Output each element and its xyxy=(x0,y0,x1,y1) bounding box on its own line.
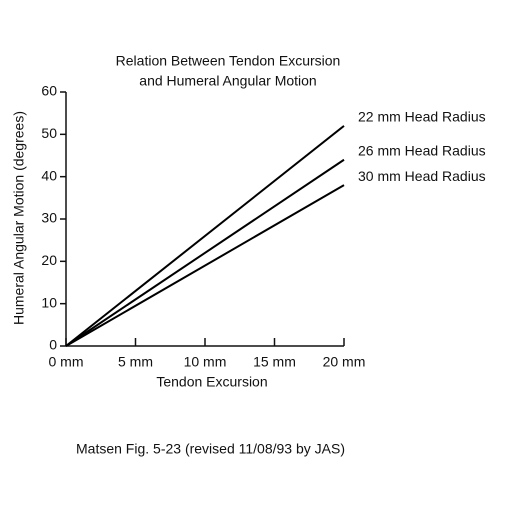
legend-label: 22 mm Head Radius xyxy=(358,109,486,125)
x-axis-label: Tendon Excursion xyxy=(156,374,267,390)
legend-label: 26 mm Head Radius xyxy=(358,142,486,158)
series-line xyxy=(65,125,345,347)
chart-title: and Humeral Angular Motion xyxy=(139,73,316,89)
chart-title: Relation Between Tendon Excursion xyxy=(116,53,341,69)
y-tick-label: 60 xyxy=(41,83,57,99)
x-tick-label: 15 mm xyxy=(253,354,296,370)
x-tick-label: 5 mm xyxy=(118,354,153,370)
x-tick-label: 20 mm xyxy=(323,354,366,370)
y-tick-label: 20 xyxy=(41,252,57,268)
series-line xyxy=(65,184,345,347)
x-tick-label: 0 mm xyxy=(49,354,84,370)
y-tick-label: 50 xyxy=(41,125,57,141)
x-tick-label: 10 mm xyxy=(184,354,227,370)
note: Matsen Fig. 5-23 (revised 11/08/93 by JA… xyxy=(76,441,345,457)
y-tick-label: 0 xyxy=(49,337,57,353)
y-tick-label: 10 xyxy=(41,294,57,310)
y-axis-label: Humeral Angular Motion (degrees) xyxy=(11,111,27,325)
y-tick-label: 40 xyxy=(41,167,57,183)
y-tick-label: 30 xyxy=(41,210,57,226)
series-line xyxy=(65,158,345,347)
legend-label: 30 mm Head Radius xyxy=(358,168,486,184)
